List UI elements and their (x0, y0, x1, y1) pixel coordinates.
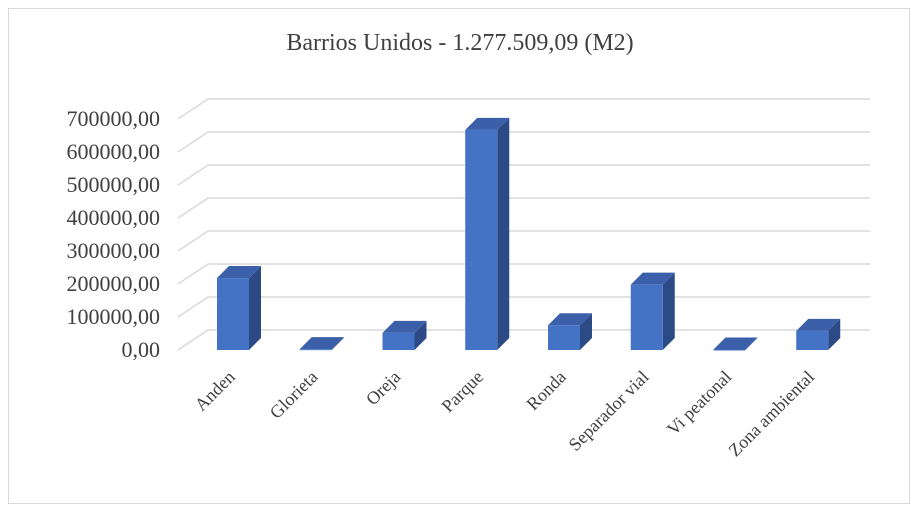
bar-zona-ambiental (796, 318, 841, 350)
bar-ronda (548, 313, 592, 350)
bar-top (548, 313, 592, 326)
chart-title: Barrios Unidos - 1.277.509,09 (M2) (286, 30, 634, 56)
gridline (177, 197, 870, 219)
y-tick-label: 700000,00 (67, 106, 161, 131)
bar-side (497, 117, 510, 350)
y-tick-label: 400000,00 (67, 205, 161, 230)
gridline (177, 164, 870, 186)
bar-front (796, 330, 829, 350)
bar-top (299, 337, 344, 350)
gridline (177, 263, 870, 285)
bar-top (382, 320, 427, 333)
y-tick-label: 100000,00 (67, 304, 161, 329)
gridline (177, 131, 870, 153)
bar-front (465, 129, 498, 350)
bar-side (249, 266, 261, 350)
gridline (177, 98, 870, 120)
x-tick-label: Parque (438, 367, 487, 416)
y-tick-label: 500000,00 (67, 172, 161, 197)
y-tick-label: 600000,00 (67, 139, 161, 164)
bar-separador-vial (630, 272, 675, 350)
y-tick-label: 0,00 (122, 337, 161, 362)
bars (217, 117, 841, 351)
x-tick-label: Separador vial (565, 367, 653, 455)
bar-oreja (382, 320, 427, 350)
x-tick-label: Vi peatonal (663, 367, 735, 439)
bar-side (828, 318, 841, 350)
x-tick-label: Zona ambiental (724, 367, 818, 461)
bar-top (713, 337, 758, 350)
x-tick-label: Anden (191, 367, 239, 415)
gridline (177, 296, 870, 318)
bar-front (299, 349, 332, 351)
bar-side (580, 313, 592, 350)
gridline (177, 230, 870, 252)
bar-vi-peatonal (713, 337, 758, 351)
y-tick-labels: 0,00 100000,00 200000,00 300000,00 400000,00… (67, 106, 161, 362)
bar-top (630, 272, 675, 285)
bar-front (630, 284, 663, 350)
x-tick-label: Glorieta (266, 367, 322, 423)
y-tick-label: 300000,00 (67, 238, 161, 263)
bar-side (414, 320, 427, 350)
bar-parque (465, 117, 510, 350)
bar-top (796, 318, 841, 331)
bar-side (662, 272, 675, 350)
bar-anden (217, 266, 261, 350)
bar-front (382, 332, 415, 350)
x-tick-label: Oreja (362, 367, 404, 409)
bar-side (745, 337, 758, 350)
chart-frame (8, 8, 910, 504)
bar-side (331, 337, 344, 350)
bar-front (548, 325, 580, 350)
y-tick-label: 200000,00 (67, 271, 161, 296)
gridlines (177, 98, 870, 351)
bar-glorieta (299, 337, 344, 351)
x-tick-label: Ronda (522, 367, 569, 414)
bar-front (217, 278, 249, 350)
gridline (177, 329, 870, 351)
bar-top (465, 117, 510, 130)
bar-top (217, 266, 261, 279)
bar-front (713, 349, 746, 351)
